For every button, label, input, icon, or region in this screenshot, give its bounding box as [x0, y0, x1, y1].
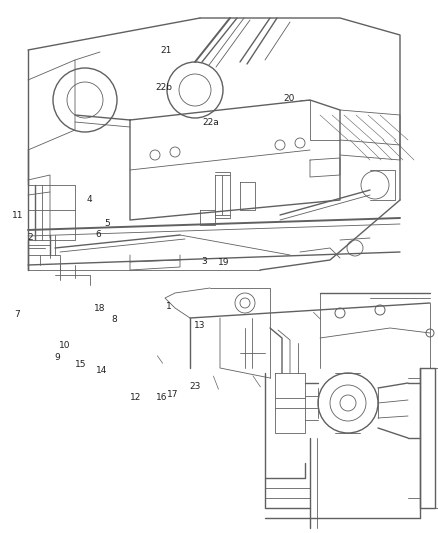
Text: 7: 7 — [14, 310, 21, 319]
Text: 5: 5 — [104, 220, 110, 228]
Text: 16: 16 — [156, 393, 168, 401]
Text: 2: 2 — [27, 233, 32, 241]
Text: 9: 9 — [54, 353, 60, 361]
Text: 12: 12 — [130, 393, 141, 401]
Text: 18: 18 — [94, 304, 106, 312]
Text: 20: 20 — [283, 94, 295, 103]
Text: 19: 19 — [218, 258, 229, 266]
Text: 3: 3 — [201, 257, 207, 265]
Text: 21: 21 — [161, 46, 172, 55]
Text: 15: 15 — [75, 360, 87, 368]
Text: 22a: 22a — [202, 118, 219, 127]
Text: 22b: 22b — [156, 84, 173, 92]
Text: 17: 17 — [167, 390, 179, 399]
Text: 11: 11 — [12, 212, 23, 220]
Text: 6: 6 — [95, 230, 102, 239]
Text: 4: 4 — [87, 196, 92, 204]
Text: 13: 13 — [194, 321, 205, 329]
Text: 1: 1 — [166, 302, 172, 311]
Text: 23: 23 — [189, 382, 201, 391]
Text: 10: 10 — [59, 341, 71, 350]
Text: 8: 8 — [111, 316, 117, 324]
Text: 14: 14 — [96, 366, 107, 375]
